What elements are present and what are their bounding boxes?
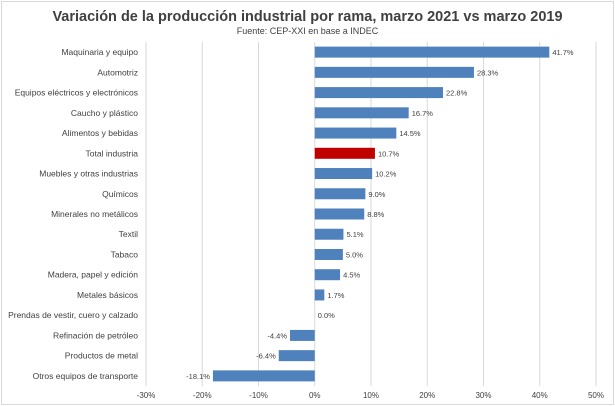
x-tick-label: 40% bbox=[532, 391, 548, 400]
category-label: Otros equipos de transporte bbox=[33, 371, 139, 381]
x-tick-label: -10% bbox=[249, 391, 268, 400]
data-label: 0.0% bbox=[318, 311, 335, 320]
x-tick-label: 0% bbox=[309, 391, 321, 400]
data-label: 10.7% bbox=[378, 149, 400, 158]
data-label: 14.5% bbox=[399, 129, 421, 138]
bar bbox=[212, 370, 315, 382]
bar bbox=[314, 228, 344, 240]
data-label: 10.2% bbox=[375, 170, 397, 179]
data-label: 8.8% bbox=[367, 210, 384, 219]
data-label: -6.4% bbox=[256, 352, 276, 361]
x-axis-tick-labels: -30% -20% -10% 0% 10% 20% 30% 40% 50% bbox=[137, 391, 604, 400]
category-label: Metales básicos bbox=[77, 290, 138, 300]
bar bbox=[314, 269, 341, 281]
data-label: 9.0% bbox=[368, 190, 385, 199]
x-tick-label: 50% bbox=[588, 391, 604, 400]
category-label: Maquinaria y equipo bbox=[61, 47, 138, 57]
data-label: 16.7% bbox=[412, 109, 434, 118]
category-label: Minerales no metálicos bbox=[51, 209, 138, 219]
bar bbox=[314, 46, 550, 58]
bar bbox=[314, 188, 366, 200]
data-label: 5.0% bbox=[346, 250, 363, 259]
category-label: Productos de metal bbox=[65, 351, 138, 361]
x-tick-label: 10% bbox=[363, 391, 379, 400]
data-label: 1.7% bbox=[327, 291, 344, 300]
bar bbox=[278, 350, 315, 362]
category-label: Alimentos y bebidas bbox=[62, 128, 138, 138]
bar bbox=[314, 168, 373, 180]
x-tick-label: 20% bbox=[419, 391, 435, 400]
data-label: 28.3% bbox=[477, 68, 499, 77]
bar bbox=[314, 107, 409, 119]
chart-title: Variación de la producción industrial po… bbox=[52, 9, 563, 25]
bar bbox=[314, 147, 375, 159]
bar bbox=[314, 66, 474, 78]
category-label: Prendas de vestir, cuero y calzado bbox=[8, 310, 138, 320]
data-label: -18.1% bbox=[186, 372, 210, 381]
category-label: Equipos eléctricos y electrónicos bbox=[15, 88, 138, 98]
data-label: 4.5% bbox=[343, 271, 360, 280]
bar bbox=[314, 127, 397, 139]
bars bbox=[212, 46, 550, 382]
x-tick-label: 30% bbox=[475, 391, 491, 400]
category-label: Tabaco bbox=[111, 249, 139, 259]
category-label: Refinación de petróleo bbox=[53, 330, 138, 340]
category-label: Automotriz bbox=[97, 67, 138, 77]
category-label: Total industria bbox=[86, 148, 139, 158]
category-label: Químicos bbox=[102, 189, 138, 199]
category-label: Muebles y otras industrias bbox=[39, 169, 138, 179]
x-tick-label: -20% bbox=[193, 391, 212, 400]
data-labels: 41.7% 28.3% 22.8% 16.7% 14.5% 10.7% 10.2% 9.0% 8… bbox=[186, 48, 574, 381]
bar bbox=[314, 87, 443, 99]
category-label: Caucho y plástico bbox=[71, 108, 138, 118]
data-label: 22.8% bbox=[446, 89, 468, 98]
data-label: 41.7% bbox=[552, 48, 574, 57]
chart-subtitle: Fuente: CEP-XXI en base a INDEC bbox=[236, 26, 379, 36]
bar bbox=[314, 289, 325, 301]
category-labels: Maquinaria y equipo Automotriz Equipos elé… bbox=[8, 47, 138, 381]
bar bbox=[314, 208, 365, 220]
bar bbox=[290, 329, 315, 341]
category-label: Textil bbox=[119, 229, 138, 239]
x-tick-label: -30% bbox=[137, 391, 156, 400]
data-label: 5.1% bbox=[346, 230, 363, 239]
data-label: -4.4% bbox=[267, 331, 287, 340]
category-label: Madera, papel y edición bbox=[48, 270, 139, 280]
bar bbox=[314, 248, 343, 260]
